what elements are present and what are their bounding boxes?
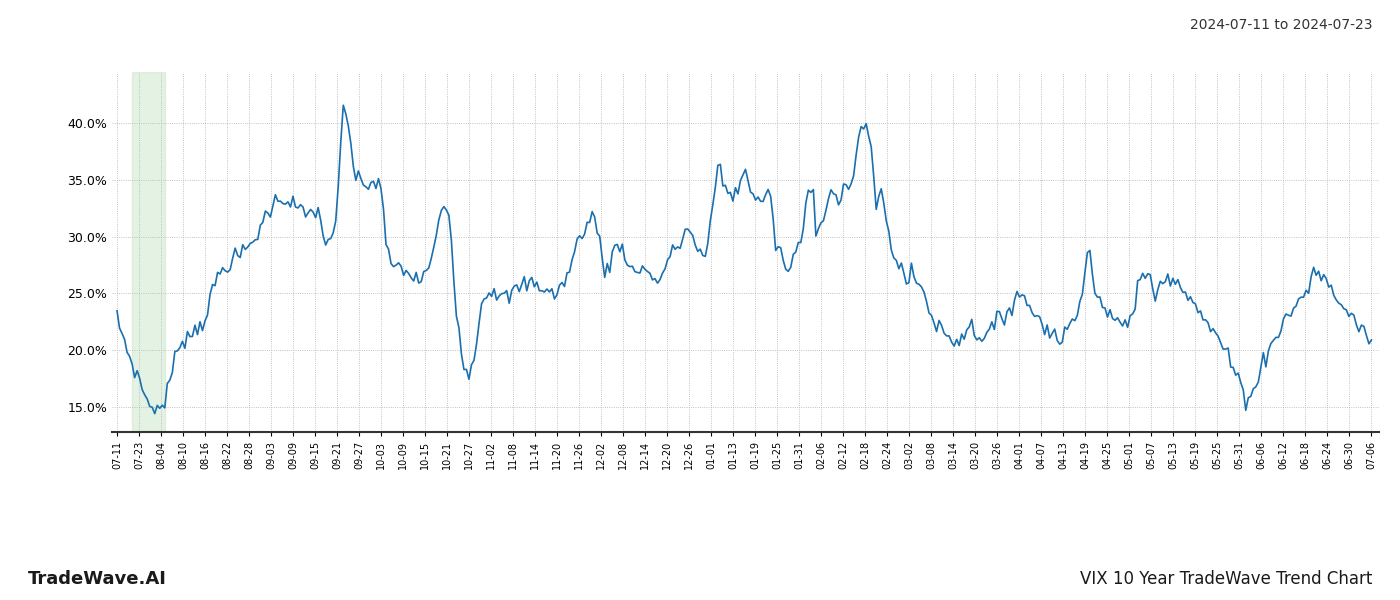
- Text: VIX 10 Year TradeWave Trend Chart: VIX 10 Year TradeWave Trend Chart: [1079, 570, 1372, 588]
- Bar: [132, 72, 165, 432]
- Text: 2024-07-11 to 2024-07-23: 2024-07-11 to 2024-07-23: [1190, 18, 1372, 32]
- Text: TradeWave.AI: TradeWave.AI: [28, 570, 167, 588]
